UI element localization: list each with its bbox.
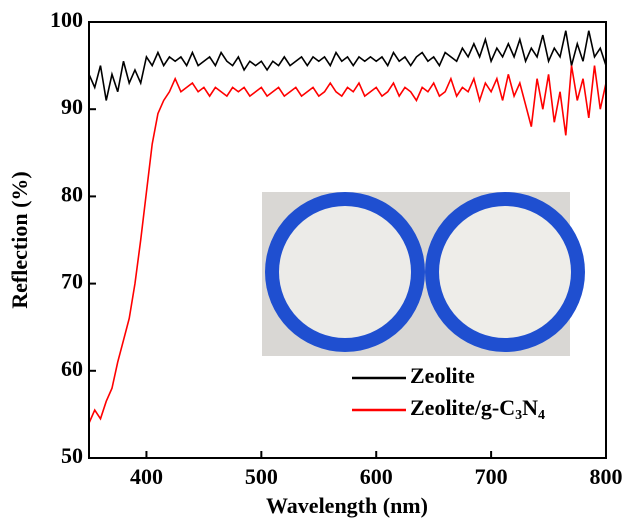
y-tick-label: 60 [61, 356, 83, 381]
y-tick-label: 100 [50, 7, 83, 32]
legend-label: Zeolite [410, 363, 475, 388]
x-tick-label: 600 [360, 464, 393, 489]
y-axis-title: Reflection (%) [7, 171, 32, 308]
y-tick-label: 70 [61, 269, 83, 294]
x-axis-title: Wavelength (nm) [266, 493, 428, 518]
legend-label: Zeolite/g-C3N4 [410, 395, 545, 423]
inset-photo [262, 192, 585, 356]
y-tick-label: 90 [61, 94, 83, 119]
x-tick-label: 700 [475, 464, 508, 489]
plot-frame [88, 21, 607, 459]
y-tick-label: 80 [61, 181, 83, 206]
x-tick-label: 400 [130, 464, 163, 489]
y-tick-label: 50 [61, 443, 83, 468]
data-line [88, 30, 607, 101]
x-tick-label: 500 [245, 464, 278, 489]
data-line [88, 65, 607, 424]
x-tick-label: 800 [590, 464, 623, 489]
